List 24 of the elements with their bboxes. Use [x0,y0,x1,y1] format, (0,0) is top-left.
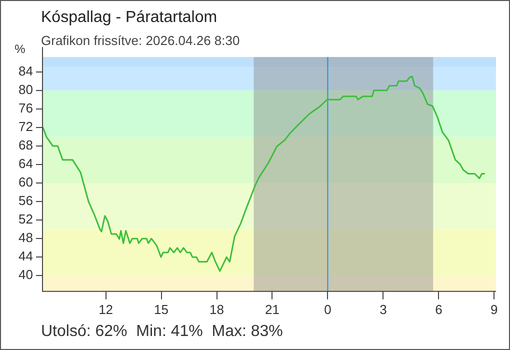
x-tick-label: 18 [210,302,224,317]
y-tick-label: 48 [18,230,33,246]
y-tick-label: 40 [18,267,33,282]
x-tick-label: 15 [154,302,169,317]
y-tick-label: 84 [18,63,33,78]
y-tick-label: 60 [18,174,33,190]
x-tick-label: 9 [490,302,498,317]
y-axis-title: % [14,42,26,56]
y-tick-label: 68 [18,138,33,153]
x-tick-label: 21 [265,302,280,317]
y-tick-label: 64 [18,156,33,172]
x-tick-label: 0 [324,302,332,317]
x-tick-label: 3 [380,302,387,317]
y-tick-label: 76 [18,100,33,116]
y-tick-label: 56 [18,193,33,208]
y-tick-label: 52 [18,212,33,227]
x-tick-label: 12 [98,302,114,317]
y-tick-label: 80 [18,82,33,97]
chart-subtitle: Grafikon frissítve: 2026.04.26 8:30 [41,33,240,48]
y-tick-label: 72 [18,118,33,134]
y-tick-label: 44 [18,248,33,264]
chart-title: Kóspallag - Páratartalom [41,9,218,27]
text: Utolsó: 62% Min: 41% Max: 83% [41,323,283,341]
x-tick-label: 6 [435,302,442,317]
